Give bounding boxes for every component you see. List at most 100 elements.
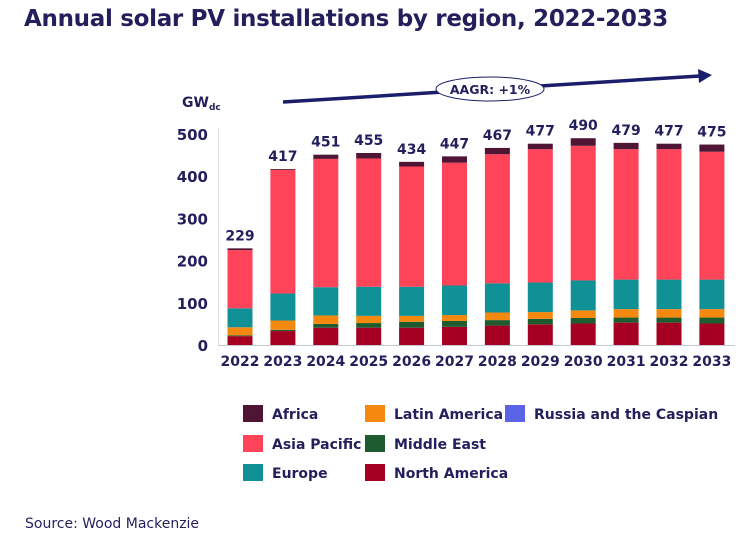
bar-segment-europe — [613, 279, 639, 310]
total-label: 455 — [354, 133, 383, 149]
bar-segment-asia-pacific — [399, 166, 425, 287]
bar-segment-middle-east — [227, 335, 253, 337]
legend-label: Middle East — [394, 437, 486, 453]
bar-segment-latin-america — [699, 309, 725, 318]
legend-swatch — [365, 464, 385, 481]
bar-segment-latin-america — [270, 320, 296, 330]
bar-segment-latin-america — [656, 309, 682, 318]
y-axis-label: GWdc — [182, 95, 221, 113]
x-tick-label: 2022 — [221, 354, 260, 370]
bar-segment-africa — [570, 138, 596, 146]
bar-segment-europe — [484, 283, 510, 313]
bar-segment-middle-east — [699, 317, 725, 324]
bar-segment-europe — [570, 280, 596, 311]
y-tick-label: 400 — [177, 168, 208, 186]
x-tick-label: 2024 — [306, 354, 345, 370]
x-tick-label: 2028 — [478, 354, 517, 370]
x-tick-label: 2025 — [349, 354, 388, 370]
bar-segment-europe — [656, 279, 682, 310]
bar-segment-africa — [613, 142, 639, 150]
total-label: 475 — [697, 125, 726, 141]
legend-label: Asia Pacific — [272, 437, 361, 453]
legend-swatch — [505, 405, 525, 422]
bar-segment-latin-america — [399, 315, 425, 322]
bar-segment-europe — [442, 285, 467, 316]
x-tick-label: 2023 — [263, 354, 302, 370]
bar-segment-north-america — [270, 331, 296, 345]
bar-segment-africa — [313, 154, 339, 159]
bar-segment-africa — [399, 161, 425, 167]
bar-segment-europe — [227, 308, 253, 328]
source-note: Source: Wood Mackenzie — [25, 516, 200, 532]
total-label: 479 — [611, 123, 640, 139]
bar-segment-north-america — [656, 322, 682, 345]
y-axis-label-subscript: dc — [209, 103, 221, 113]
bar-segment-asia-pacific — [227, 250, 253, 309]
legend-label: Russia and the Caspian — [534, 407, 718, 423]
y-tick-label: 300 — [177, 210, 208, 228]
bar-segment-asia-pacific — [356, 158, 382, 287]
bar-segment-asia-pacific — [442, 162, 467, 286]
legend-swatch — [365, 405, 385, 422]
total-label: 447 — [440, 136, 469, 152]
bar-segment-europe — [270, 293, 296, 321]
x-tick-label: 2027 — [435, 354, 474, 370]
bar-segment-latin-america — [313, 315, 339, 324]
bar-segment-asia-pacific — [699, 151, 725, 280]
total-label: 477 — [526, 124, 555, 140]
total-label: 229 — [225, 228, 254, 244]
bar-segment-asia-pacific — [270, 169, 296, 294]
bar-segment-middle-east — [656, 317, 682, 323]
bar-segment-africa — [484, 147, 510, 155]
bar-segment-europe — [399, 286, 425, 316]
bar-segment-middle-east — [613, 317, 639, 323]
bar-segment-middle-east — [356, 323, 382, 328]
bar-segment-middle-east — [399, 321, 425, 328]
bar-segment-africa — [442, 156, 467, 163]
bar-segment-north-america — [313, 327, 339, 345]
total-label: 434 — [397, 142, 426, 158]
bar-segment-asia-pacific — [313, 158, 339, 288]
legend-swatch — [243, 435, 263, 452]
bar-segment-north-america — [484, 325, 510, 345]
total-label: 417 — [268, 149, 297, 165]
bar-segment-africa — [656, 143, 682, 150]
total-label: 451 — [311, 135, 340, 151]
bar-segment-asia-pacific — [527, 149, 553, 283]
bar-segment-asia-pacific — [656, 149, 682, 280]
aagr-oval — [435, 76, 545, 102]
trend-arrowhead-icon — [698, 69, 712, 83]
bar-segment-north-america — [399, 327, 425, 345]
bar-segment-north-america — [699, 323, 725, 345]
legend-swatch — [365, 435, 385, 452]
bar-segment-middle-east — [527, 318, 553, 325]
x-tick-label: 2032 — [650, 354, 689, 370]
legend-label: Europe — [272, 466, 328, 482]
total-label: 490 — [569, 118, 598, 134]
y-tick-label: 0 — [198, 337, 208, 355]
bar-segment-asia-pacific — [484, 154, 510, 284]
x-tick-label: 2029 — [521, 354, 560, 370]
x-tick-label: 2033 — [692, 354, 731, 370]
bar-segment-middle-east — [442, 320, 467, 327]
bar-segment-asia-pacific — [570, 145, 596, 281]
bar-segment-north-america — [227, 336, 253, 345]
bar-segment-europe — [313, 287, 339, 316]
bar-segment-middle-east — [570, 317, 596, 324]
legend-label: Africa — [272, 407, 318, 423]
bar-segment-north-america — [570, 323, 596, 345]
legend-swatch — [243, 464, 263, 481]
bar-segment-africa — [227, 248, 253, 251]
bar-segment-north-america — [356, 327, 382, 345]
bar-segment-europe — [356, 286, 382, 316]
x-tick-label: 2030 — [564, 354, 603, 370]
total-label: 477 — [654, 124, 683, 140]
bar-segment-europe — [699, 279, 725, 310]
bar-segment-africa — [356, 152, 382, 159]
bar-segment-africa — [270, 169, 296, 170]
legend-swatch — [243, 405, 263, 422]
bar-segment-africa — [699, 144, 725, 152]
bar-segment-latin-america — [356, 315, 382, 324]
chart-title: Annual solar PV installations by region,… — [24, 6, 668, 32]
